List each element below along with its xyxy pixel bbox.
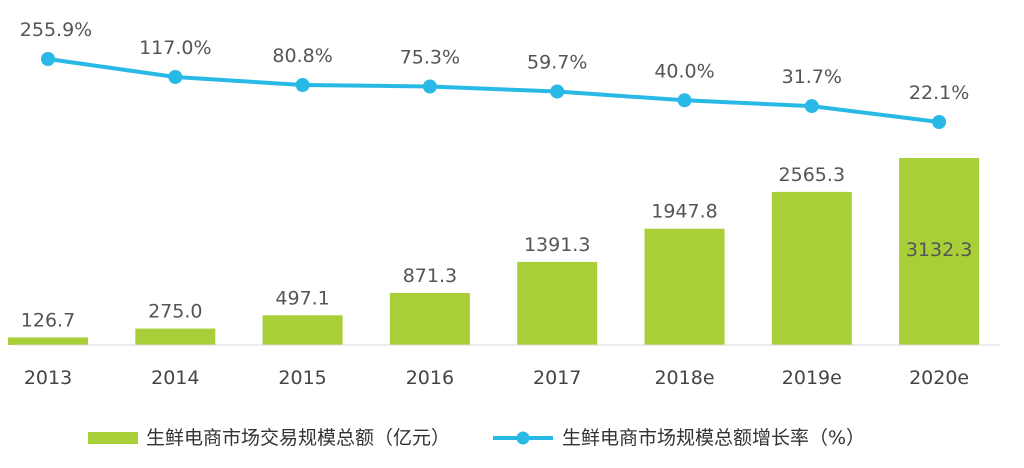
tick-label-2019e: 2019e bbox=[782, 367, 842, 389]
line-point-2013 bbox=[41, 52, 55, 66]
line-label-2014: 117.0% bbox=[139, 37, 211, 59]
line-label-2016: 75.3% bbox=[400, 47, 460, 69]
tick-label-2017: 2017 bbox=[533, 367, 581, 389]
legend-label-line: 生鲜电商市场规模总额增长率（%） bbox=[562, 427, 865, 449]
line-point-2019e bbox=[804, 99, 819, 114]
legend-swatch-marker bbox=[516, 431, 530, 445]
legend-swatch-bar bbox=[88, 432, 138, 444]
bar-2019e bbox=[771, 191, 852, 345]
bar-2017 bbox=[517, 261, 598, 345]
bar-label-2013: 126.7 bbox=[21, 309, 75, 331]
bar-data-labels: 126.7 275.0 497.1 871.3 1391.3 1947.8 2565.3 31… bbox=[21, 164, 973, 332]
tick-label-2015: 2015 bbox=[278, 367, 326, 389]
bar-label-2014: 275.0 bbox=[148, 301, 202, 323]
legend-label-bar: 生鲜电商市场交易规模总额（亿元） bbox=[146, 427, 450, 449]
line-label-2017: 59.7% bbox=[527, 52, 587, 74]
legend: 生鲜电商市场交易规模总额（亿元） 生鲜电商市场规模总额增长率（%） bbox=[88, 427, 865, 449]
bar-2014 bbox=[135, 328, 216, 345]
line-label-2018e: 40.0% bbox=[654, 60, 714, 82]
bar-2016 bbox=[389, 293, 470, 345]
tick-label-2016: 2016 bbox=[406, 367, 454, 389]
line-point-2016 bbox=[422, 79, 437, 94]
tick-label-2020e: 2020e bbox=[909, 367, 969, 389]
bar-2015 bbox=[262, 315, 343, 345]
bar-label-2019e: 2565.3 bbox=[779, 164, 845, 186]
tick-label-2018e: 2018e bbox=[654, 367, 714, 389]
bar-series bbox=[8, 158, 980, 345]
tick-label-2013: 2013 bbox=[24, 367, 72, 389]
line-series bbox=[41, 52, 947, 129]
line-point-2018e bbox=[677, 93, 692, 108]
line-label-2020e: 22.1% bbox=[909, 82, 969, 104]
bar-label-2017: 1391.3 bbox=[524, 234, 590, 256]
tick-label-2014: 2014 bbox=[151, 367, 199, 389]
line-label-2013: 255.9% bbox=[20, 19, 92, 41]
line-point-2014 bbox=[168, 70, 183, 84]
line-label-2019e: 31.7% bbox=[782, 66, 842, 88]
bar-label-2016: 871.3 bbox=[403, 265, 457, 287]
bar-2020e bbox=[899, 158, 980, 345]
line-point-2020e bbox=[932, 115, 947, 129]
growth-rate-line bbox=[47, 57, 940, 124]
bar-label-2018e: 1947.8 bbox=[651, 201, 717, 223]
bar-label-2020e: 3132.3 bbox=[906, 239, 972, 261]
x-axis-tick-labels: 2013 2014 2015 2016 2017 2018e 2019e 2020e bbox=[24, 367, 969, 389]
bar-label-2015: 497.1 bbox=[275, 287, 329, 309]
bar-2018e bbox=[644, 228, 725, 345]
line-data-labels: 255.9% 117.0% 80.8% 75.3% 59.7% 40.0% 31.7% 22.… bbox=[20, 19, 970, 104]
line-point-2017 bbox=[550, 84, 565, 99]
line-label-2015: 80.8% bbox=[272, 45, 332, 67]
line-point-2015 bbox=[295, 78, 310, 92]
bar-2013 bbox=[8, 337, 88, 345]
